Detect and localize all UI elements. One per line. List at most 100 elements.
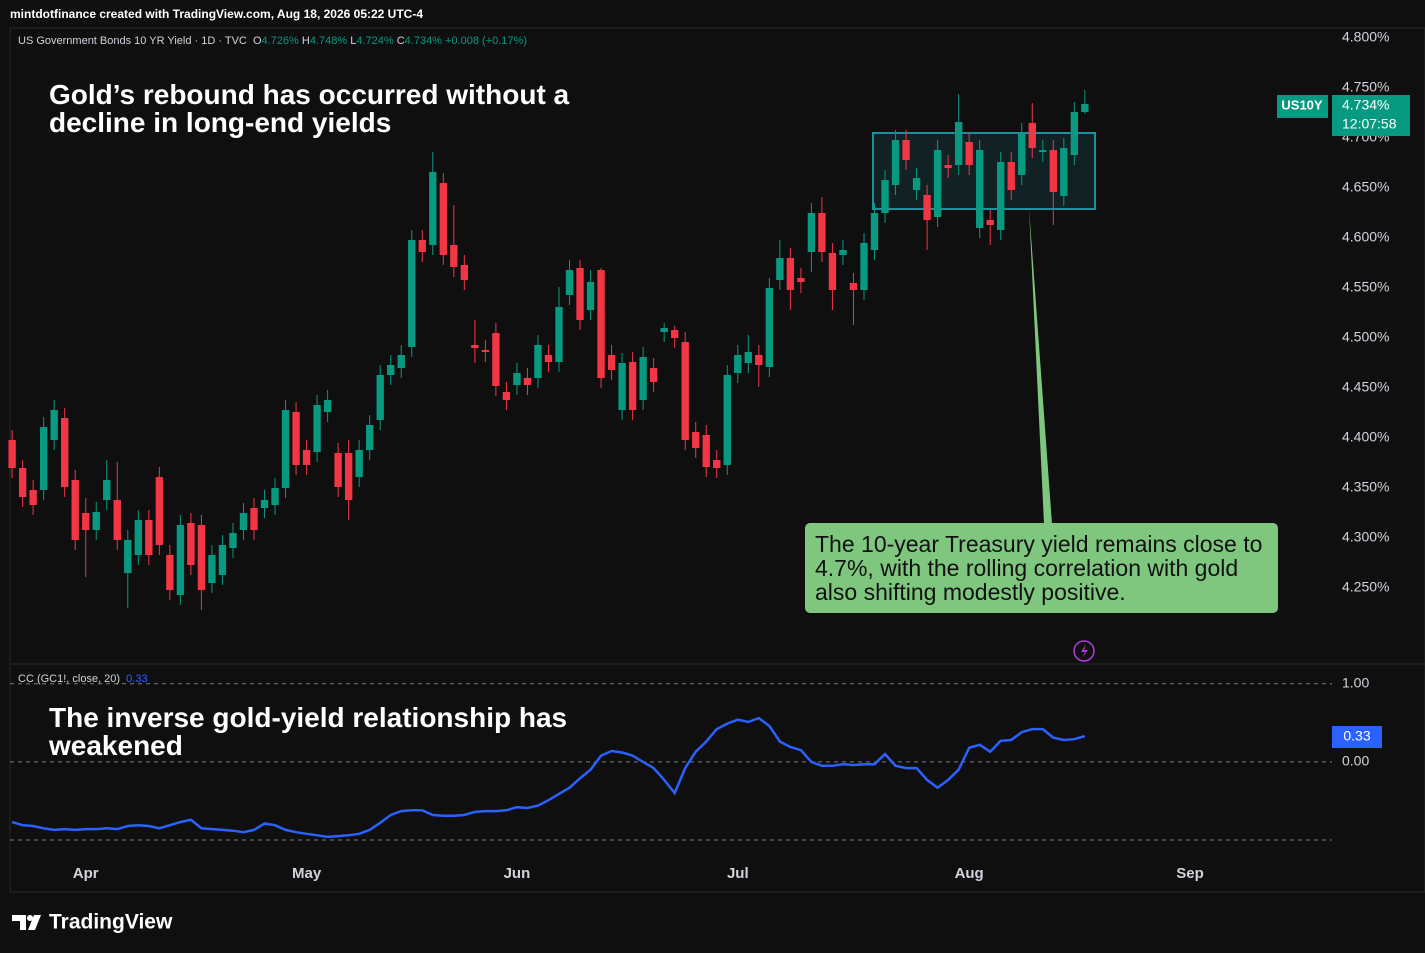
candle-body: [239, 513, 248, 530]
candle-body: [702, 435, 710, 467]
chart-title: Gold’s rebound has occurred without a de…: [49, 79, 570, 138]
candle-body: [439, 183, 447, 255]
candle-body: [82, 513, 90, 530]
indicator-title: The inverse gold-yield relationship has …: [49, 702, 568, 761]
event-icon-bolt: [1081, 644, 1088, 658]
candle-body: [954, 122, 963, 165]
candle-body: [124, 540, 132, 573]
candle-body: [944, 165, 952, 168]
y-tick-label: 4.250%: [1342, 579, 1389, 595]
x-tick-label: May: [292, 865, 322, 882]
candle-body: [912, 178, 921, 190]
marks: 4.800%4.750%4.700%4.650%4.600%4.550%4.50…: [8, 29, 1389, 882]
candle-body: [975, 150, 984, 228]
candle-body: [923, 195, 931, 220]
candle-body: [660, 328, 668, 332]
event-icon: [1073, 640, 1095, 662]
candle-body: [260, 500, 269, 508]
candle-body: [628, 362, 637, 410]
candle-body: [18, 468, 27, 497]
candle-body: [155, 477, 164, 545]
candle-body: [1060, 148, 1068, 196]
candle-body: [849, 283, 858, 290]
candle-body: [1070, 112, 1079, 155]
candle-body: [891, 140, 900, 185]
candle-body: [103, 480, 111, 500]
value-badge-text: 0.33: [1343, 728, 1370, 744]
candle-body: [986, 220, 994, 225]
candle-body: [92, 512, 100, 530]
candle-body: [39, 427, 48, 490]
candle-body: [1039, 150, 1047, 152]
candle-body: [481, 350, 490, 352]
candle-body: [649, 368, 658, 382]
candle-body: [828, 253, 837, 290]
candle-body: [344, 453, 353, 500]
y-tick-label: 4.300%: [1342, 529, 1389, 545]
y-tick-label: 0.00: [1342, 753, 1369, 769]
candle-body: [870, 213, 879, 250]
legend: US Government Bonds 10 YR Yield · 1D · T…: [18, 35, 527, 47]
logo-icon: [12, 915, 41, 930]
x-tick-label: Jun: [504, 865, 531, 882]
candle-body: [692, 432, 700, 448]
candle-body: [323, 400, 332, 412]
range-box: [872, 132, 1096, 210]
candle-body: [292, 412, 300, 465]
change: +0.008 (+0.17%): [445, 35, 527, 47]
candle-body: [933, 150, 942, 217]
candle-body: [281, 410, 290, 488]
candle-body: [134, 520, 142, 555]
candle-body: [1081, 104, 1089, 112]
candle-body: [555, 307, 563, 362]
candle-body: [671, 330, 679, 338]
candle-body: [397, 355, 405, 368]
symbol-badge-text: US10Y: [1281, 97, 1323, 112]
candle-body: [744, 352, 752, 363]
candle-body: [881, 180, 889, 213]
candle-body: [523, 378, 532, 385]
candle-body: [355, 450, 363, 477]
ohlc-value: 4.734%: [404, 35, 442, 47]
candle-body: [1018, 133, 1026, 175]
candle-body: [755, 355, 763, 365]
callout-box: [805, 523, 1278, 613]
candle-body: [61, 418, 69, 487]
candle-body: [366, 425, 374, 450]
candle-body: [271, 488, 279, 505]
y-tick-label: 4.750%: [1342, 79, 1389, 95]
price-badge: [1332, 95, 1410, 136]
candle-body: [502, 392, 511, 400]
candle-body: [387, 365, 395, 375]
countdown: 12:07:58: [1342, 116, 1397, 132]
x-tick-label: Aug: [955, 865, 984, 882]
candle-body: [544, 355, 553, 362]
candle-body: [723, 375, 731, 465]
candle-body: [50, 410, 58, 440]
logo-text: TradingView: [49, 911, 173, 934]
indicator-value: 0.33: [126, 673, 148, 685]
x-tick-label: Apr: [73, 865, 99, 882]
ohlc-key: C: [396, 35, 405, 47]
candle-body: [765, 288, 774, 367]
candle-body: [460, 265, 469, 280]
callout-arrow: [1029, 208, 1052, 524]
candle-body: [176, 525, 185, 595]
candle-body: [965, 142, 973, 165]
candle-body: [313, 405, 321, 452]
y-tick-label: 4.400%: [1342, 429, 1389, 445]
candle-body: [576, 268, 584, 320]
candle-body: [471, 345, 479, 348]
ohlc-value: 4.748%: [309, 35, 348, 47]
candle-body: [807, 213, 816, 252]
candle-body: [565, 270, 574, 295]
candle-body: [734, 355, 742, 373]
ohlc-key: O: [252, 35, 262, 47]
candle-body: [29, 490, 37, 505]
candle-body: [229, 533, 237, 548]
candle-body: [776, 258, 784, 280]
ohlc-value: 4.726%: [261, 35, 299, 47]
candle-body: [797, 278, 805, 282]
candle-body: [786, 258, 795, 290]
